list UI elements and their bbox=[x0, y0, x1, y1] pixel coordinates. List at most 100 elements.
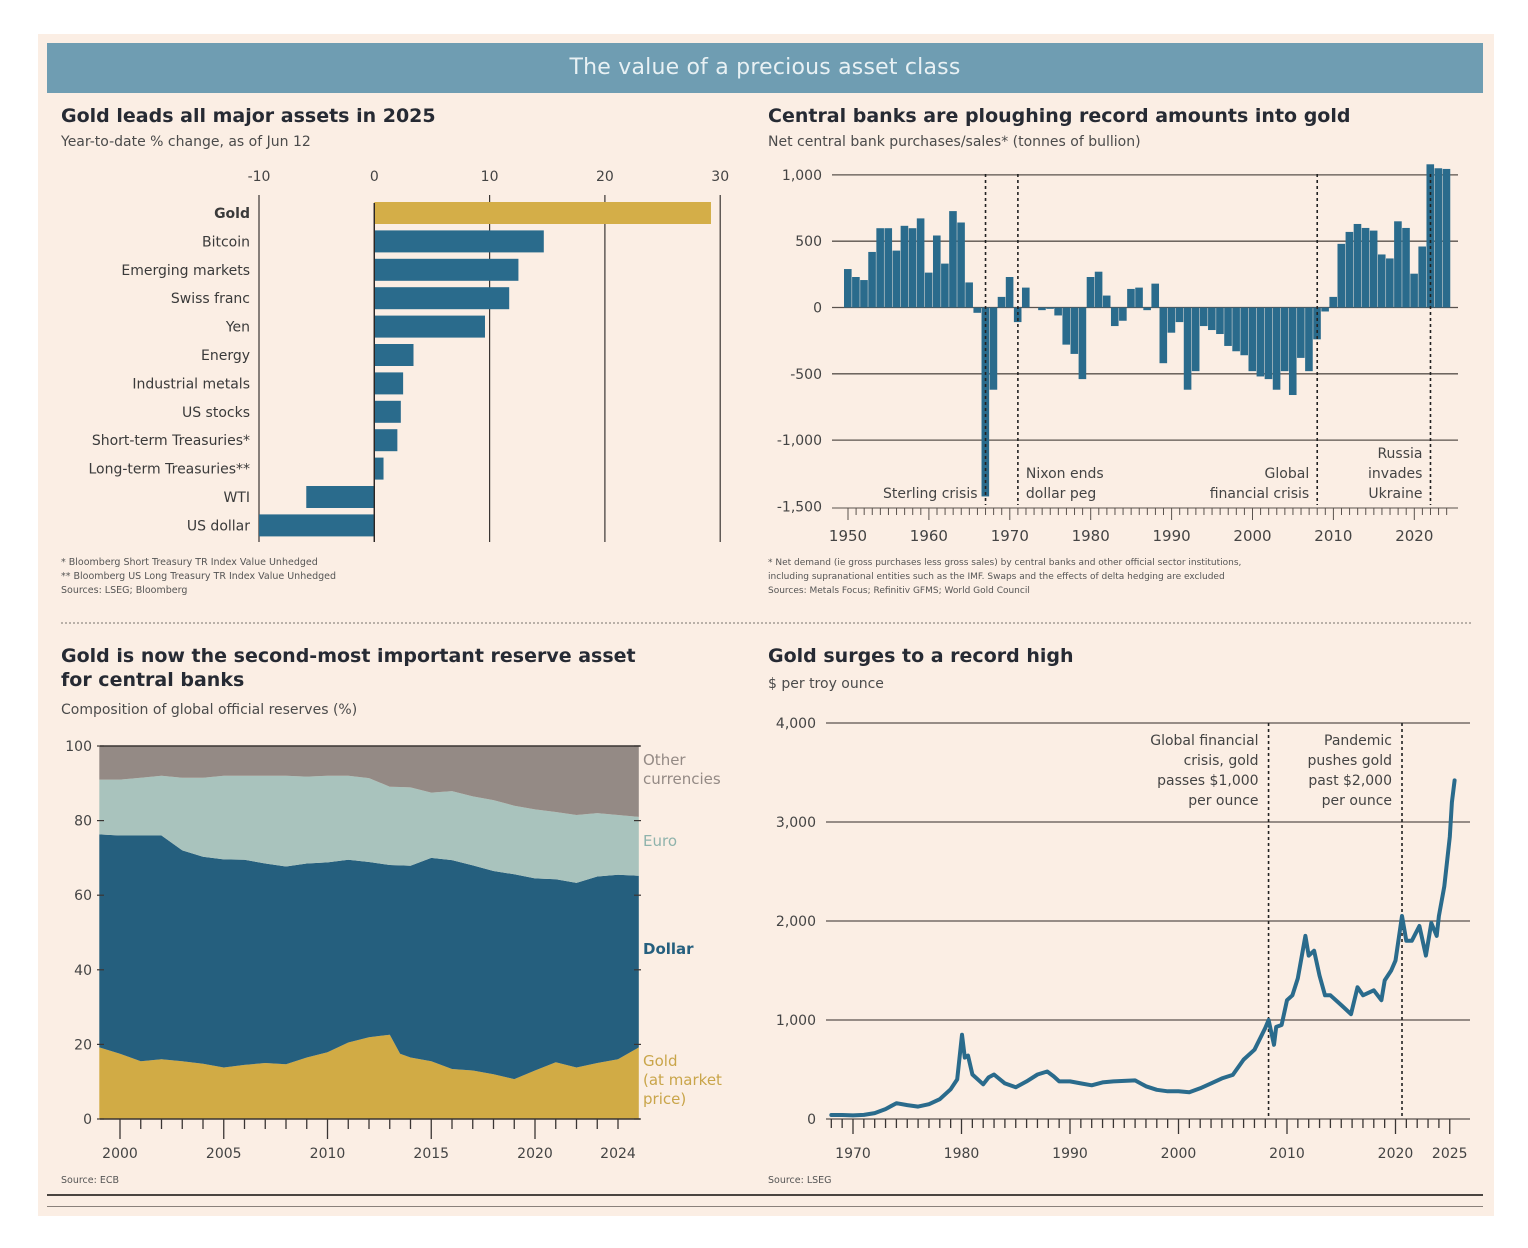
assets-bar bbox=[374, 429, 398, 452]
central-banks-bar bbox=[1183, 307, 1192, 390]
price-data-point bbox=[1410, 939, 1414, 943]
central-banks-bar bbox=[1256, 307, 1265, 377]
reserves-area-other bbox=[99, 746, 639, 817]
price-data-point bbox=[1339, 1003, 1343, 1007]
central-banks-bar bbox=[1143, 307, 1151, 311]
price-data-point bbox=[1296, 976, 1300, 980]
price-data-point bbox=[1303, 934, 1307, 938]
central-banks-bar bbox=[1110, 307, 1119, 327]
central-banks-bar bbox=[1216, 307, 1224, 335]
price-x-tick-label: 2010 bbox=[1269, 1146, 1305, 1162]
price-data-point bbox=[970, 1072, 974, 1076]
price-data-point bbox=[862, 1113, 866, 1117]
central-banks-bar bbox=[844, 269, 852, 308]
price-data-point bbox=[1177, 1089, 1180, 1093]
central-banks-bar bbox=[852, 277, 860, 308]
central-banks-chart-subtitle: Net central bank purchases/sales* (tonne… bbox=[768, 134, 1141, 150]
central-banks-y-tick-label: -500 bbox=[790, 367, 822, 383]
assets-bar bbox=[374, 400, 401, 423]
reserves-chart-subtitle: Composition of global official reserves … bbox=[61, 702, 358, 718]
central-banks-bar-chart: 1,000 500 0 -500 -1,000 -1,500 1950 1960 1970 198… bbox=[777, 164, 1458, 545]
central-banks-bar bbox=[1135, 287, 1143, 308]
assets-bar bbox=[306, 486, 375, 508]
price-data-point bbox=[1318, 973, 1322, 977]
price-data-point bbox=[1379, 998, 1383, 1002]
assets-x-tick-label: 20 bbox=[596, 169, 614, 185]
assets-x-tick-label: 10 bbox=[481, 169, 499, 185]
price-data-point bbox=[1442, 884, 1446, 888]
central-banks-annotation: invades bbox=[1368, 466, 1422, 482]
central-banks-x-tick-label: 1980 bbox=[1072, 527, 1110, 545]
central-banks-bar bbox=[1288, 307, 1297, 396]
central-banks-bar bbox=[1046, 307, 1054, 309]
central-banks-chart-title: Central banks are ploughing record amoun… bbox=[768, 105, 1351, 127]
central-banks-y-tick-label: -1,500 bbox=[777, 499, 822, 515]
central-banks-bar bbox=[1410, 273, 1418, 308]
central-banks-annotation: financial crisis bbox=[1210, 486, 1309, 502]
central-banks-bar bbox=[1062, 307, 1071, 345]
central-banks-bar bbox=[1119, 307, 1127, 321]
central-banks-x-tick-label: 2010 bbox=[1314, 527, 1352, 545]
central-banks-bar bbox=[1102, 295, 1111, 308]
price-source: Source: LSEG bbox=[768, 1175, 832, 1186]
reserves-x-tick-label: 2005 bbox=[206, 1146, 242, 1162]
reserves-legend-label: (at market bbox=[643, 1071, 722, 1089]
section-divider bbox=[61, 622, 1471, 624]
central-banks-bar bbox=[1321, 307, 1329, 312]
reserves-source: Source: ECB bbox=[61, 1175, 120, 1186]
price-chart-title: Gold surges to a record high bbox=[768, 645, 1074, 667]
central-banks-bar bbox=[932, 235, 941, 308]
central-banks-bar bbox=[1021, 287, 1030, 308]
central-banks-bar bbox=[1054, 307, 1062, 316]
central-banks-bar bbox=[1402, 227, 1410, 308]
central-banks-x-tick-label: 2020 bbox=[1395, 527, 1433, 545]
price-x-tick-label: 1970 bbox=[835, 1146, 871, 1162]
price-data-point bbox=[1090, 1083, 1094, 1087]
assets-category-label: Gold bbox=[214, 206, 250, 222]
reserves-chart-title: Gold is now the second-most important re… bbox=[61, 644, 636, 692]
central-banks-bar bbox=[949, 211, 957, 308]
central-banks-bar bbox=[1208, 307, 1216, 331]
central-banks-bar bbox=[1377, 254, 1386, 308]
note-line: * Net demand (ie gross purchases less gr… bbox=[768, 558, 1242, 568]
central-banks-annotation: Ukraine bbox=[1368, 486, 1422, 502]
price-data-point bbox=[1267, 1018, 1271, 1022]
price-data-point bbox=[1372, 988, 1376, 992]
price-data-point bbox=[1448, 835, 1452, 839]
price-data-point bbox=[949, 1087, 953, 1091]
price-data-point bbox=[894, 1101, 898, 1105]
reserves-x-tick-label: 2020 bbox=[517, 1146, 553, 1162]
price-data-point bbox=[1231, 1073, 1235, 1077]
note-line: Sources: LSEG; Bloomberg bbox=[61, 585, 188, 596]
central-banks-bar bbox=[892, 250, 901, 308]
price-data-point bbox=[1242, 1058, 1246, 1062]
central-banks-bar bbox=[924, 272, 933, 308]
price-data-point bbox=[1052, 1074, 1056, 1078]
price-line-chart: 0 1,000 2,000 3,000 4,000 1970 1980 1990 2000 201… bbox=[776, 716, 1470, 1162]
central-banks-bar bbox=[916, 218, 925, 308]
central-banks-bar bbox=[1078, 307, 1087, 380]
central-banks-bar bbox=[1175, 307, 1184, 323]
central-banks-bar bbox=[1272, 307, 1281, 390]
central-banks-bar bbox=[1264, 307, 1273, 380]
central-banks-annotation: Russia bbox=[1377, 446, 1422, 462]
central-banks-bar bbox=[981, 307, 990, 497]
reserves-x-tick-label: 2015 bbox=[413, 1146, 449, 1162]
price-data-point bbox=[987, 1075, 991, 1079]
central-banks-bar bbox=[1159, 307, 1168, 364]
price-data-point bbox=[981, 1082, 985, 1086]
price-data-point bbox=[1155, 1088, 1159, 1092]
assets-category-label: Swiss franc bbox=[171, 291, 250, 307]
price-data-point bbox=[1280, 1023, 1284, 1027]
price-data-point bbox=[1133, 1078, 1137, 1082]
price-y-tick-label: 4,000 bbox=[776, 716, 816, 732]
central-banks-bar bbox=[1442, 168, 1451, 308]
assets-category-label: Yen bbox=[225, 320, 250, 336]
price-annotation: crisis, gold bbox=[1184, 753, 1259, 769]
price-data-point bbox=[1166, 1089, 1170, 1093]
reserves-y-tick-label: 100 bbox=[65, 739, 92, 755]
central-banks-bar bbox=[1313, 307, 1321, 340]
central-banks-bar bbox=[1070, 307, 1079, 354]
price-data-point bbox=[1383, 978, 1387, 982]
